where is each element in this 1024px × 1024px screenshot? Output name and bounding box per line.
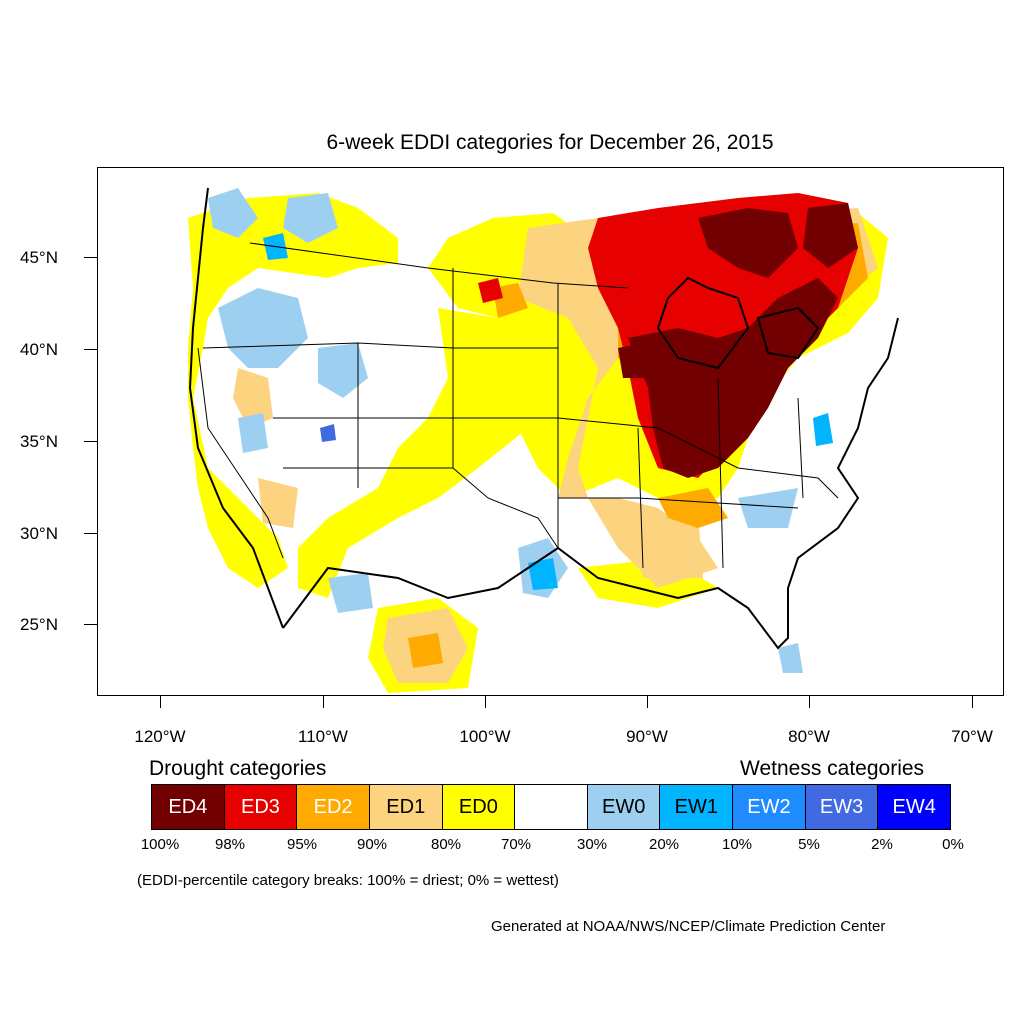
lon-tick [647, 696, 648, 708]
ew3-regions [320, 424, 336, 442]
legend-swatch-neutral [515, 785, 588, 829]
break-label: 2% [871, 836, 893, 853]
break-label: 98% [214, 836, 246, 853]
lon-label-120: 120°W [134, 727, 186, 746]
drought-categories-heading: Drought categories [149, 757, 327, 780]
break-label: 5% [798, 836, 820, 853]
lon-tick [809, 696, 810, 708]
lat-tick [84, 257, 97, 258]
break-label: 30% [576, 836, 608, 853]
wetness-categories-heading: Wetness categories [740, 757, 925, 780]
category-legend: ED4 ED3 ED2 ED1 ED0 EW0 EW1 EW2 EW3 EW4 [151, 784, 951, 830]
break-label: 80% [430, 836, 462, 853]
lat-tick [84, 349, 97, 350]
break-label: 90% [356, 836, 388, 853]
legend-swatch-ed4: ED4 [152, 785, 225, 829]
ew0-regions [208, 188, 803, 673]
break-label: 100% [140, 836, 180, 853]
lon-label-110: 110°W [298, 727, 348, 746]
eddi-map [188, 187, 899, 693]
break-label: 95% [286, 836, 318, 853]
lat-label-45: 45°N [20, 248, 58, 267]
lon-tick [160, 696, 161, 708]
lon-tick [972, 696, 973, 708]
lon-tick [323, 696, 324, 708]
legend-swatch-ew3: EW3 [805, 785, 879, 829]
category-footnote: (EDDI-percentile category breaks: 100% =… [137, 872, 559, 889]
map-panel [97, 167, 1004, 696]
legend-swatch-ed3: ED3 [224, 785, 298, 829]
lat-label-25: 25°N [20, 615, 58, 634]
break-label: 10% [721, 836, 753, 853]
break-label: 70% [500, 836, 532, 853]
lon-label-80: 80°W [788, 727, 830, 746]
ew1-regions [263, 233, 833, 590]
lon-label-90: 90°W [626, 727, 668, 746]
boundary-lines [197, 242, 839, 569]
legend-swatch-ed2: ED2 [297, 785, 370, 829]
map-title: 6-week EDDI categories for December 26, … [326, 131, 774, 154]
credit-line: Generated at NOAA/NWS/NCEP/Climate Predi… [491, 918, 886, 935]
legend-swatch-ew2: EW2 [733, 785, 806, 829]
lon-label-100: 100°W [459, 727, 511, 746]
break-label: 0% [942, 836, 964, 853]
legend-swatch-ew4: EW4 [878, 785, 951, 829]
lat-label-35: 35°N [20, 432, 58, 451]
lon-label-70: 70°W [951, 727, 993, 746]
legend-swatch-ew0: EW0 [587, 785, 661, 829]
coastlines [188, 187, 899, 650]
lat-tick [84, 441, 97, 442]
lat-label-40: 40°N [20, 340, 58, 359]
lat-label-30: 30°N [20, 524, 58, 543]
legend-swatch-ed0: ED0 [442, 785, 516, 829]
lat-tick [84, 533, 97, 534]
break-label: 20% [648, 836, 680, 853]
legend-swatch-ed1: ED1 [369, 785, 443, 829]
ed4-regions [618, 203, 858, 478]
legend-swatch-ew1: EW1 [660, 785, 734, 829]
lat-tick [84, 624, 97, 625]
lon-tick [485, 696, 486, 708]
